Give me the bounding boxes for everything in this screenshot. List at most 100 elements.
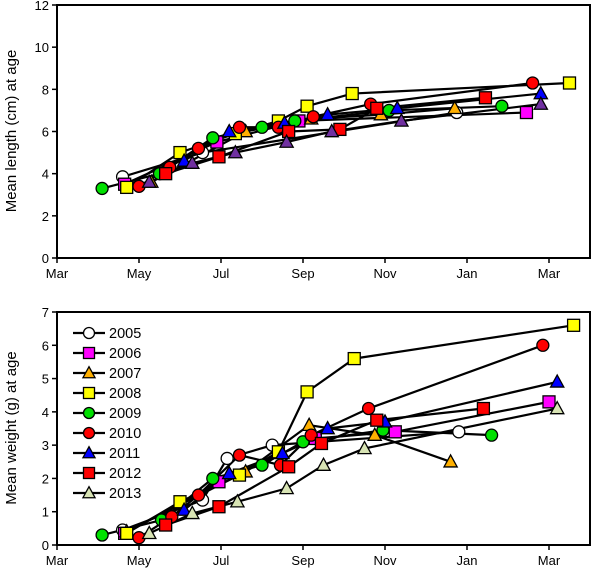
length-panel: 0 2 4 6 8 10 12 Mar May Jul Sep Nov Jan Mar Mean lengt… xyxy=(3,0,591,281)
y-tick-label: 10 xyxy=(35,40,49,55)
data-point-2013 xyxy=(393,112,410,127)
x-tick-label: Mar xyxy=(46,553,69,568)
data-point-2009 xyxy=(206,131,220,145)
legend-label: 2007 xyxy=(109,366,141,382)
y-tick-label: 0 xyxy=(42,538,49,553)
data-point-2012 xyxy=(478,91,493,105)
data-point-2010 xyxy=(304,428,318,442)
data-point-2010 xyxy=(306,110,320,124)
data-point-2008 xyxy=(300,385,314,399)
legend-label: 2006 xyxy=(109,346,141,362)
data-point-2006 xyxy=(519,105,534,120)
legend-item: 2011 xyxy=(73,445,140,462)
data-point-2008 xyxy=(120,526,134,540)
data-point-2013 xyxy=(184,505,200,520)
data-point-2010 xyxy=(536,338,550,352)
data-point-2012 xyxy=(476,401,491,416)
legend-label: 2009 xyxy=(109,406,141,422)
data-point-2009 xyxy=(255,458,269,472)
legend-label: 2005 xyxy=(109,326,141,342)
legend-marker-2009 xyxy=(82,406,96,420)
data-point-2013 xyxy=(549,400,565,415)
y-tick-label: 5 xyxy=(42,372,49,387)
data-point-2011 xyxy=(319,420,336,435)
data-point-2013 xyxy=(278,480,295,495)
legend-marker-2012 xyxy=(82,466,96,480)
data-point-2008 xyxy=(300,99,314,113)
legend-item: 2012 xyxy=(73,466,141,482)
data-point-2010 xyxy=(525,76,540,90)
series-line-2011 xyxy=(183,380,558,511)
legend-marker-2011 xyxy=(81,445,97,459)
data-point-2010 xyxy=(191,488,206,502)
data-point-2009 xyxy=(206,471,220,486)
data-point-2013 xyxy=(315,456,332,471)
series-line-2013 xyxy=(148,407,558,535)
x-tick-label: Nov xyxy=(373,553,397,568)
data-point-2011 xyxy=(389,100,405,115)
legend-item: 2008 xyxy=(73,386,141,402)
x-tick-label: Mar xyxy=(46,266,69,281)
data-point-2011 xyxy=(176,501,192,516)
data-point-2008 xyxy=(120,180,134,195)
data-point-2006 xyxy=(542,395,556,409)
legend-item: 2013 xyxy=(73,485,141,502)
data-point-2013 xyxy=(184,154,200,169)
data-point-2007 xyxy=(447,100,463,115)
legend-item: 2009 xyxy=(73,406,141,422)
legend-marker-2010 xyxy=(82,426,96,440)
data-point-2009 xyxy=(484,428,499,442)
legend-item: 2010 xyxy=(73,426,141,442)
data-point-2013 xyxy=(324,123,340,138)
y-tick-label: 1 xyxy=(42,505,49,520)
data-point-2011 xyxy=(176,152,192,167)
legend-label: 2010 xyxy=(109,426,141,442)
data-point-2009 xyxy=(95,181,109,196)
x-tick-label: May xyxy=(127,553,152,568)
data-point-2011 xyxy=(274,445,291,460)
legend-item: 2006 xyxy=(73,346,141,362)
data-point-2009 xyxy=(95,528,109,542)
data-point-2011 xyxy=(549,373,565,388)
y-tick-label: 12 xyxy=(35,0,49,13)
plot-frame xyxy=(56,4,591,259)
data-point-2005 xyxy=(452,425,466,439)
x-tick-label: Mar xyxy=(538,266,561,281)
data-point-2012 xyxy=(314,436,329,451)
legend-label: 2012 xyxy=(109,466,141,482)
data-point-2012 xyxy=(212,150,226,164)
y-tick-label: 2 xyxy=(42,471,49,486)
data-point-2011 xyxy=(221,465,237,480)
data-point-2007 xyxy=(442,453,459,468)
x-tick-label: Jan xyxy=(457,266,478,281)
y-tick-label: 7 xyxy=(42,305,49,320)
x-tick-label: Jan xyxy=(457,553,478,568)
data-point-2012 xyxy=(370,101,384,115)
legend-item: 2007 xyxy=(73,365,141,382)
y-tick-label: 0 xyxy=(42,251,49,266)
y-tick-label: 8 xyxy=(42,82,49,97)
data-point-2012 xyxy=(370,413,384,427)
data-point-2007 xyxy=(301,416,317,431)
y-tick-label: 6 xyxy=(42,125,49,140)
y-axis-title: Mean weight (g) at age xyxy=(3,351,20,504)
data-point-2013 xyxy=(278,133,295,148)
legend-label: 2011 xyxy=(109,446,140,462)
y-tick-label: 6 xyxy=(42,338,49,353)
data-point-2012 xyxy=(158,518,173,532)
x-tick-label: Mar xyxy=(538,553,561,568)
data-point-2009 xyxy=(495,99,509,113)
x-tick-label: Sep xyxy=(291,266,314,281)
legend-marker-2013 xyxy=(81,485,97,499)
data-point-2008 xyxy=(347,351,361,366)
legend-marker-2006 xyxy=(82,346,96,360)
y-axis-title: Mean length (cm) at age xyxy=(3,50,20,213)
x-tick-label: Sep xyxy=(291,553,314,568)
data-point-2010 xyxy=(191,141,206,156)
data-point-2012 xyxy=(212,500,226,514)
legend-label: 2013 xyxy=(109,486,141,502)
data-point-2013 xyxy=(356,440,373,455)
data-point-2012 xyxy=(281,460,296,474)
data-point-2010 xyxy=(232,120,247,134)
